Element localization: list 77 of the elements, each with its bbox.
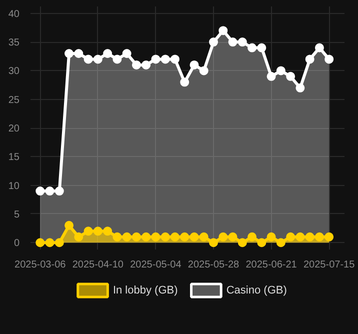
point: [36, 238, 45, 248]
y-tick-label: 20: [8, 124, 20, 134]
point: [103, 226, 112, 236]
point: [64, 220, 74, 230]
point: [257, 238, 266, 248]
y-tick-label: 5: [14, 209, 20, 220]
point: [218, 26, 228, 36]
point: [276, 238, 286, 248]
point: [190, 60, 199, 70]
y-tick-label: 25: [8, 94, 20, 106]
point: [54, 186, 64, 196]
point: [314, 43, 324, 52]
y-tick-label: 15: [8, 152, 20, 164]
point: [151, 232, 160, 242]
point: [209, 38, 218, 47]
point: [74, 49, 84, 58]
point: [160, 54, 170, 64]
point: [160, 232, 170, 242]
point: [122, 232, 132, 242]
point: [45, 186, 54, 196]
point: [296, 83, 305, 92]
x-tick-label: 2025-07-15: [304, 260, 356, 270]
point: [199, 66, 208, 76]
point: [296, 232, 305, 242]
point: [286, 72, 296, 81]
point: [103, 49, 112, 58]
legend-label: In lobby (GB): [112, 284, 178, 296]
point: [238, 238, 247, 248]
point: [93, 54, 102, 64]
point: [199, 232, 208, 242]
point: [266, 232, 276, 242]
point: [64, 49, 74, 58]
point: [132, 232, 141, 242]
y-tick-label: 30: [8, 66, 20, 78]
legend-label: Casino (GB): [226, 284, 287, 296]
y-tick-label: 40: [8, 8, 20, 20]
point: [266, 72, 276, 81]
point: [84, 226, 93, 236]
point: [142, 232, 151, 242]
point: [132, 60, 141, 70]
point: [228, 38, 238, 47]
point: [45, 238, 54, 248]
point: [36, 186, 45, 196]
point: [218, 232, 228, 242]
y-tick-label: 10: [8, 180, 20, 192]
point: [190, 232, 199, 242]
y-tick-label: 35: [8, 38, 20, 49]
point: [142, 60, 151, 70]
x-tick-label: 2025-06-21: [246, 260, 298, 270]
point: [324, 232, 334, 242]
point: [170, 232, 180, 242]
point: [314, 232, 324, 242]
point: [276, 66, 286, 76]
point: [122, 49, 132, 58]
y-tick-label: 0: [14, 238, 20, 250]
point: [151, 54, 160, 64]
point: [286, 232, 296, 242]
point: [180, 232, 190, 242]
point: [305, 232, 314, 242]
point: [228, 232, 238, 242]
x-tick-label: 2025-05-04: [130, 260, 182, 270]
point: [257, 43, 266, 52]
point: [209, 238, 218, 248]
point: [112, 232, 122, 242]
point: [112, 54, 122, 64]
point: [74, 232, 84, 242]
point: [180, 78, 190, 87]
x-tick-label: 2025-05-28: [188, 260, 240, 270]
point: [170, 54, 180, 64]
point: [84, 54, 93, 64]
x-tick-label: 2025-03-06: [14, 260, 66, 270]
point: [305, 54, 314, 64]
point: [238, 38, 247, 47]
x-tick-label: 2025-04-10: [72, 260, 124, 270]
point: [324, 54, 334, 64]
point: [93, 226, 102, 236]
point: [54, 238, 64, 248]
